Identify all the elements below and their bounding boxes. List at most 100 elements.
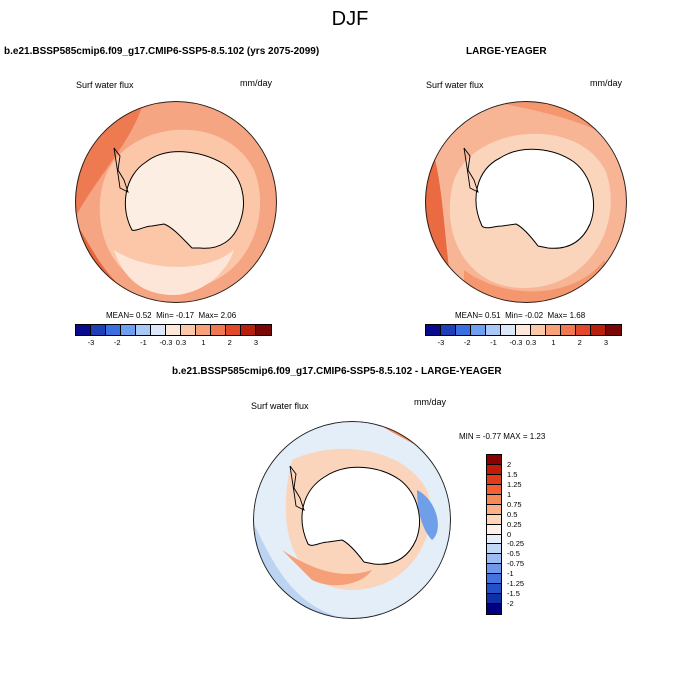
colorbar-swatch bbox=[487, 504, 501, 515]
colorbar-swatch bbox=[487, 514, 501, 525]
colorbar-swatch bbox=[121, 325, 136, 335]
colorbar-tick-label: 2 bbox=[507, 459, 512, 469]
panel-1-colorbar bbox=[75, 324, 272, 336]
colorbar-tick-label: 0 bbox=[507, 529, 512, 539]
colorbar-swatch bbox=[456, 325, 471, 335]
panel-3-max-label: MAX = bbox=[503, 432, 528, 441]
panel-1-peninsula bbox=[113, 147, 129, 193]
colorbar-swatch bbox=[501, 325, 516, 335]
colorbar-swatch bbox=[487, 534, 501, 545]
colorbar-swatch bbox=[196, 325, 211, 335]
panel-2-antarctica bbox=[475, 148, 594, 249]
colorbar-tick-label: 3 bbox=[253, 338, 259, 347]
colorbar-tick-label: 0.3 bbox=[525, 338, 537, 347]
colorbar-tick-label: 0.3 bbox=[175, 338, 187, 347]
colorbar-swatch bbox=[487, 524, 501, 535]
colorbar-swatch bbox=[561, 325, 576, 335]
colorbar-swatch bbox=[531, 325, 546, 335]
panel-2-units: mm/day bbox=[590, 78, 623, 88]
colorbar-swatch bbox=[151, 325, 166, 335]
colorbar-swatch bbox=[487, 554, 501, 565]
colorbar-tick-label: 3 bbox=[603, 338, 609, 347]
colorbar-swatch bbox=[256, 325, 271, 335]
colorbar-swatch bbox=[487, 484, 501, 495]
panel-1-antarctica bbox=[124, 151, 244, 249]
colorbar-swatch bbox=[591, 325, 606, 335]
panel-2-variable: Surf water flux bbox=[426, 80, 484, 90]
panel-3-field-negative-east bbox=[417, 490, 438, 540]
panel-2-title: LARGE-YEAGER bbox=[466, 46, 547, 57]
colorbar-swatch bbox=[471, 325, 486, 335]
panel-3-min-label: MIN = bbox=[459, 432, 481, 441]
colorbar-swatch bbox=[426, 325, 441, 335]
panel-1-min: -0.17 bbox=[175, 311, 195, 320]
colorbar-swatch bbox=[91, 325, 106, 335]
panel-3-field-positive-south bbox=[282, 550, 372, 586]
colorbar-swatch bbox=[181, 325, 196, 335]
colorbar-tick-label: -0.3 bbox=[159, 338, 173, 347]
colorbar-swatch bbox=[516, 325, 531, 335]
panel-1-title: b.e21.BSSP585cmip6.f09_g17.CMIP6-SSP5-8.… bbox=[4, 46, 320, 57]
colorbar-tick-label: 1.25 bbox=[507, 479, 522, 489]
colorbar-tick-label: -1.25 bbox=[507, 579, 525, 589]
panel-1-units: mm/day bbox=[240, 78, 273, 88]
colorbar-tick-label: 1 bbox=[201, 338, 206, 347]
colorbar-swatch bbox=[487, 594, 501, 605]
colorbar-tick-label: -3 bbox=[437, 338, 445, 347]
panel-1-max-label: Max= bbox=[198, 311, 219, 320]
panel-1-mean-label: MEAN= bbox=[106, 311, 134, 320]
colorbar-tick-label: 0.75 bbox=[507, 499, 522, 509]
panel-3-min: -0.77 bbox=[482, 432, 502, 441]
colorbar-tick-label: -1 bbox=[507, 569, 514, 579]
colorbar-swatch bbox=[166, 325, 181, 335]
panel-3-peninsula bbox=[289, 465, 305, 511]
colorbar-tick-label: -1 bbox=[490, 338, 497, 347]
colorbar-tick-label: -1 bbox=[140, 338, 147, 347]
panel-2-mean-label: MEAN= bbox=[455, 311, 483, 320]
colorbar-swatch bbox=[136, 325, 151, 335]
colorbar-swatch bbox=[441, 325, 456, 335]
colorbar-tick-label: -2 bbox=[507, 599, 514, 609]
panel-3-title: b.e21.BSSP585cmip6.f09_g17.CMIP6-SSP5-8.… bbox=[172, 366, 502, 377]
colorbar-swatch bbox=[487, 455, 501, 465]
panel-2-colorbar-labels: -3 -2 -1 -0.3 0.3 1 2 3 bbox=[426, 338, 621, 350]
panel-2-map bbox=[425, 101, 627, 303]
colorbar-swatch bbox=[211, 325, 226, 335]
colorbar-swatch bbox=[487, 604, 501, 614]
panel-2-peninsula bbox=[463, 147, 479, 193]
panel-2-min: -0.02 bbox=[524, 311, 544, 320]
colorbar-swatch bbox=[487, 474, 501, 485]
panel-3-map bbox=[253, 421, 451, 619]
panel-1-mean: 0.52 bbox=[136, 311, 152, 320]
colorbar-tick-label: -0.75 bbox=[507, 559, 525, 569]
panel-2-map-border bbox=[425, 101, 627, 303]
panel-3-map-border bbox=[253, 421, 451, 619]
panel-2-max-label: Max= bbox=[547, 311, 568, 320]
colorbar-tick-label: -3 bbox=[87, 338, 95, 347]
colorbar-swatch bbox=[487, 544, 501, 555]
panel-2-max: 1.68 bbox=[569, 311, 586, 320]
panel-3-colorbar-labels: 2 1.5 1.25 1 0.75 0.5 0.25 0 -0.25 -0.5 -0.75 -1 -1.… bbox=[507, 455, 547, 614]
panel-1-colorbar-labels: -3 -2 -1 -0.3 0.3 1 2 3 bbox=[76, 338, 271, 350]
colorbar-swatch bbox=[487, 494, 501, 505]
panel-1-map-border bbox=[75, 101, 277, 303]
colorbar-swatch bbox=[76, 325, 91, 335]
panel-1-stats: MEAN= 0.52 Min= -0.17 Max= 2.06 bbox=[106, 311, 236, 320]
panel-2-min-label: Min= bbox=[505, 311, 523, 320]
figure-title: DJF bbox=[331, 8, 369, 30]
panel-1-min-label: Min= bbox=[156, 311, 174, 320]
colorbar-tick-label: 0.5 bbox=[507, 509, 518, 519]
panel-1-map bbox=[75, 101, 277, 303]
colorbar-swatch bbox=[106, 325, 121, 335]
colorbar-tick-label: -0.3 bbox=[509, 338, 523, 347]
colorbar-swatch bbox=[546, 325, 561, 335]
colorbar-swatch bbox=[487, 464, 501, 475]
panel-2-stats: MEAN= 0.51 Min= -0.02 Max= 1.68 bbox=[455, 311, 585, 320]
panel-1-field-light-band bbox=[114, 250, 234, 295]
panel-3-stats: MIN = -0.77 MAX = 1.23 bbox=[459, 432, 545, 441]
panel-3-variable: Surf water flux bbox=[251, 401, 309, 411]
colorbar-swatch bbox=[241, 325, 256, 335]
colorbar-swatch bbox=[486, 325, 501, 335]
colorbar-tick-label: 2 bbox=[227, 338, 232, 347]
colorbar-tick-label: -1.5 bbox=[507, 589, 520, 599]
